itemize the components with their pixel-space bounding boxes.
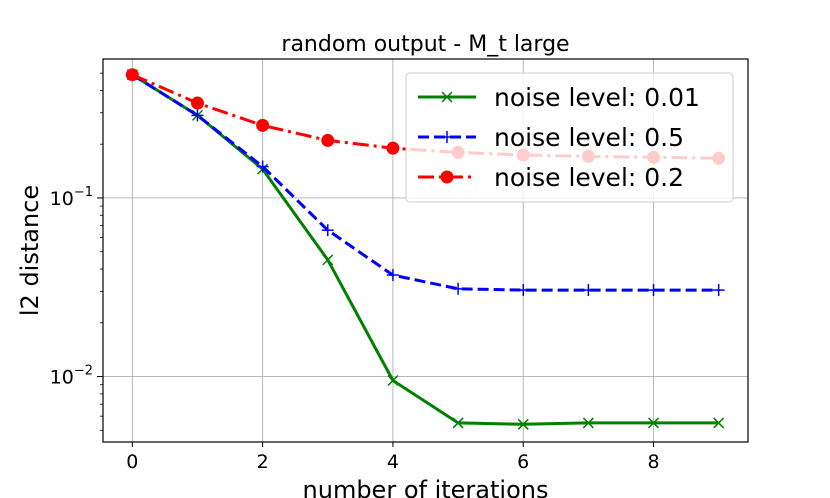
chart-title: random output - M_t large <box>281 32 569 57</box>
x-tick-label: 6 <box>517 451 529 473</box>
data-point <box>387 374 399 387</box>
x-axis-label: number of iterations <box>303 476 549 498</box>
legend-label: noise level: 0.01 <box>494 83 700 112</box>
y-axis-label: l2 distance <box>16 185 44 316</box>
legend-item: noise level: 0.2 <box>418 163 684 192</box>
y-tick-label: 10−1 <box>50 185 93 210</box>
x-tick-label: 2 <box>257 451 269 473</box>
y-tick-label: 10−2 <box>50 364 93 389</box>
data-point <box>190 96 204 110</box>
x-tick-label: 4 <box>387 451 399 473</box>
data-point <box>321 224 334 237</box>
legend-label: noise level: 0.5 <box>494 123 684 152</box>
legend-label: noise level: 0.2 <box>494 163 684 192</box>
data-point <box>125 68 139 82</box>
plot-area <box>102 58 749 443</box>
data-point <box>647 284 660 297</box>
series-line <box>131 73 719 292</box>
data-point <box>191 109 204 122</box>
legend-item: noise level: 0.01 <box>418 83 700 112</box>
data-point <box>517 418 529 430</box>
data-point <box>647 417 660 429</box>
data-point <box>386 141 400 155</box>
legend-marker <box>440 170 454 184</box>
x-tick-label: 8 <box>647 451 659 473</box>
axis-ticks: 0 2 4 6 8 10−1 10−2 <box>50 72 660 473</box>
data-point <box>517 284 530 297</box>
data-point <box>712 284 725 297</box>
data-point <box>256 160 269 173</box>
data-point <box>256 118 270 132</box>
data-point <box>582 417 594 429</box>
x-tick-label: 0 <box>126 451 138 473</box>
data-point <box>452 282 465 295</box>
legend: noise level: 0.01 noise level: 0.5 noise l… <box>405 72 734 203</box>
data-point <box>713 417 725 429</box>
legend-box <box>405 72 734 203</box>
data-point <box>452 417 464 429</box>
data-point <box>582 284 595 297</box>
data-point <box>322 254 334 266</box>
legend-item: noise level: 0.5 <box>418 123 684 152</box>
data-point <box>321 133 335 147</box>
data-point <box>386 269 399 282</box>
legend-marker <box>441 91 453 103</box>
legend-marker <box>441 131 453 143</box>
